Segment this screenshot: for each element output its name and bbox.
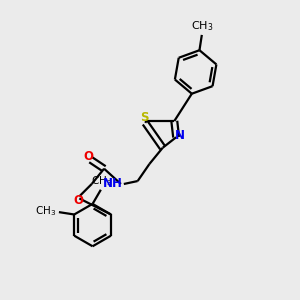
Text: O: O — [83, 150, 93, 163]
Text: CH$_3$: CH$_3$ — [191, 19, 214, 33]
Text: S: S — [140, 111, 148, 124]
Text: N: N — [175, 129, 185, 142]
Text: O: O — [73, 194, 83, 207]
Text: NH: NH — [103, 178, 122, 190]
Text: CH$_3$: CH$_3$ — [35, 205, 57, 218]
Text: CH$_3$: CH$_3$ — [91, 174, 112, 188]
